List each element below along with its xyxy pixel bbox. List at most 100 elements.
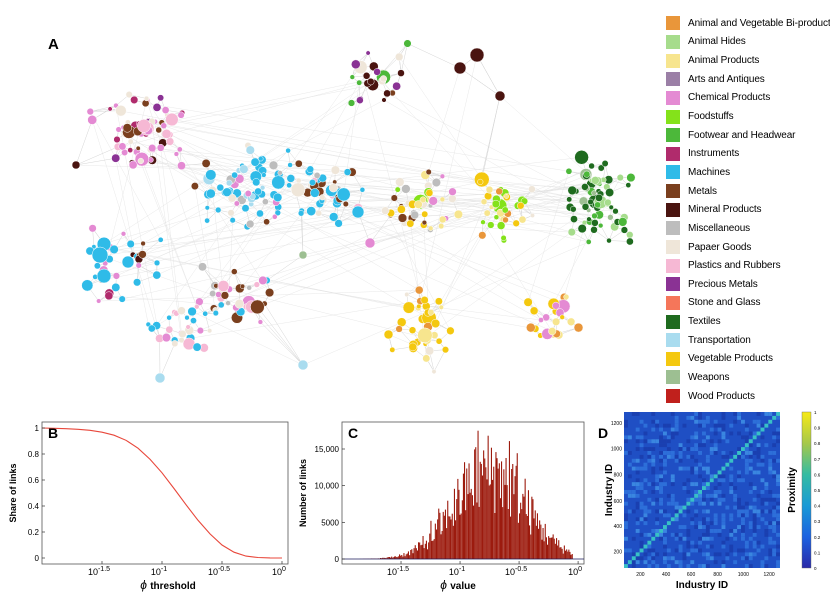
heatmap-cell bbox=[678, 451, 683, 455]
heatmap-diagonal-cell bbox=[635, 552, 640, 557]
heatmap-cell bbox=[651, 419, 656, 424]
heatmap-cell bbox=[709, 529, 714, 533]
legend-item: Animal Hides bbox=[666, 33, 830, 52]
heatmap-cell bbox=[674, 415, 679, 420]
heatmap-cell bbox=[713, 419, 718, 424]
network-edge bbox=[138, 148, 437, 323]
network-node bbox=[548, 327, 557, 336]
heatmap-cell bbox=[744, 470, 749, 475]
heatmap-cell bbox=[635, 505, 640, 510]
heatmap-diagonal-cell bbox=[627, 560, 632, 565]
heatmap-cell bbox=[772, 443, 777, 448]
network-node bbox=[161, 333, 171, 343]
heatmap-diagonal-cell bbox=[655, 532, 660, 537]
heatmap-cell bbox=[670, 556, 675, 561]
heatmap-cell bbox=[659, 536, 663, 541]
heatmap-cell bbox=[748, 505, 753, 510]
legend-swatch bbox=[666, 165, 680, 180]
legend-label: Machines bbox=[688, 166, 730, 178]
heatmap-cell bbox=[639, 540, 644, 545]
network-edge bbox=[92, 119, 160, 339]
heatmap-cell bbox=[772, 431, 777, 436]
heatmap-cell bbox=[717, 552, 722, 557]
heatmap-cell bbox=[678, 532, 683, 537]
network-node bbox=[504, 193, 509, 199]
network-node bbox=[257, 319, 264, 325]
heatmap-cell bbox=[744, 462, 749, 467]
network-node bbox=[626, 231, 634, 239]
heatmap-cell bbox=[744, 458, 749, 463]
network-node bbox=[431, 177, 441, 188]
network-edge bbox=[310, 82, 360, 170]
network-node bbox=[424, 346, 435, 356]
histogram-bar bbox=[526, 516, 528, 559]
network-edge bbox=[163, 125, 318, 180]
heatmap-cell bbox=[659, 509, 663, 514]
heatmap-cell bbox=[647, 556, 652, 561]
heatmap-cell bbox=[631, 536, 636, 541]
network-node bbox=[336, 187, 351, 202]
x-tick-label: 10-0.5 bbox=[208, 566, 230, 577]
heatmap-cell bbox=[651, 462, 656, 467]
heatmap-cell bbox=[705, 466, 710, 471]
heatmap-diagonal-cell bbox=[768, 419, 773, 424]
heatmap-cell bbox=[713, 443, 718, 448]
heatmap-cell bbox=[741, 521, 745, 526]
heatmap-cell bbox=[756, 443, 761, 448]
heatmap-cell bbox=[686, 529, 691, 533]
heatmap-diagonal-cell bbox=[666, 521, 671, 526]
y-tick-label: 0.2 bbox=[28, 528, 40, 537]
network-edge bbox=[383, 99, 590, 220]
heatmap-diagonal-cell bbox=[639, 548, 644, 553]
heatmap-cell bbox=[768, 521, 773, 526]
legend-item: Weapons bbox=[666, 368, 830, 387]
heatmap-cell bbox=[635, 482, 640, 487]
heatmap-cell bbox=[737, 431, 741, 436]
heatmap-diagonal-cell bbox=[748, 439, 753, 444]
network-node bbox=[220, 291, 230, 300]
network-node bbox=[365, 50, 371, 56]
network-node bbox=[295, 177, 302, 184]
x-tick-label: 10-1.5 bbox=[88, 566, 110, 577]
x-tick-label: 600 bbox=[687, 572, 696, 578]
heatmap-cell bbox=[659, 478, 663, 483]
heatmap-cell bbox=[678, 447, 683, 451]
heatmap-cell bbox=[776, 532, 780, 537]
network-node bbox=[607, 214, 614, 221]
heatmap-cell bbox=[655, 552, 660, 557]
heatmap-cell bbox=[666, 435, 671, 440]
network-node bbox=[530, 213, 535, 218]
network-node bbox=[381, 97, 387, 103]
heatmap-cell bbox=[744, 439, 749, 444]
network-edge bbox=[142, 201, 421, 255]
heatmap-cell bbox=[682, 513, 687, 518]
network-node bbox=[563, 293, 570, 300]
network-edge bbox=[251, 306, 304, 366]
network-edge bbox=[433, 349, 446, 372]
network-node bbox=[392, 81, 401, 91]
heatmap-cell bbox=[655, 529, 660, 533]
histogram-bar bbox=[400, 555, 402, 559]
histogram-bar bbox=[428, 542, 430, 559]
heatmap-cell bbox=[744, 556, 749, 561]
histogram-bar bbox=[468, 463, 470, 559]
network-node bbox=[487, 221, 495, 229]
colorbar-tick-label: 0.9 bbox=[814, 426, 821, 431]
heatmap-cell bbox=[713, 493, 718, 498]
network-node bbox=[480, 219, 486, 225]
heatmap-cell bbox=[713, 486, 718, 490]
heatmap-cell bbox=[744, 435, 749, 440]
network-node bbox=[478, 231, 487, 240]
histogram-bar bbox=[416, 550, 418, 559]
network-node bbox=[446, 326, 455, 335]
network-edge bbox=[186, 192, 505, 318]
heatmap-cell bbox=[764, 556, 769, 561]
heatmap-cell bbox=[709, 493, 714, 498]
heatmap-cell bbox=[729, 544, 734, 549]
network-edge bbox=[242, 191, 320, 287]
heatmap-cell bbox=[624, 435, 628, 440]
heatmap-cell bbox=[741, 419, 745, 424]
heatmap-cell bbox=[627, 490, 632, 494]
heatmap-cell bbox=[741, 548, 745, 553]
network-node bbox=[328, 183, 338, 193]
